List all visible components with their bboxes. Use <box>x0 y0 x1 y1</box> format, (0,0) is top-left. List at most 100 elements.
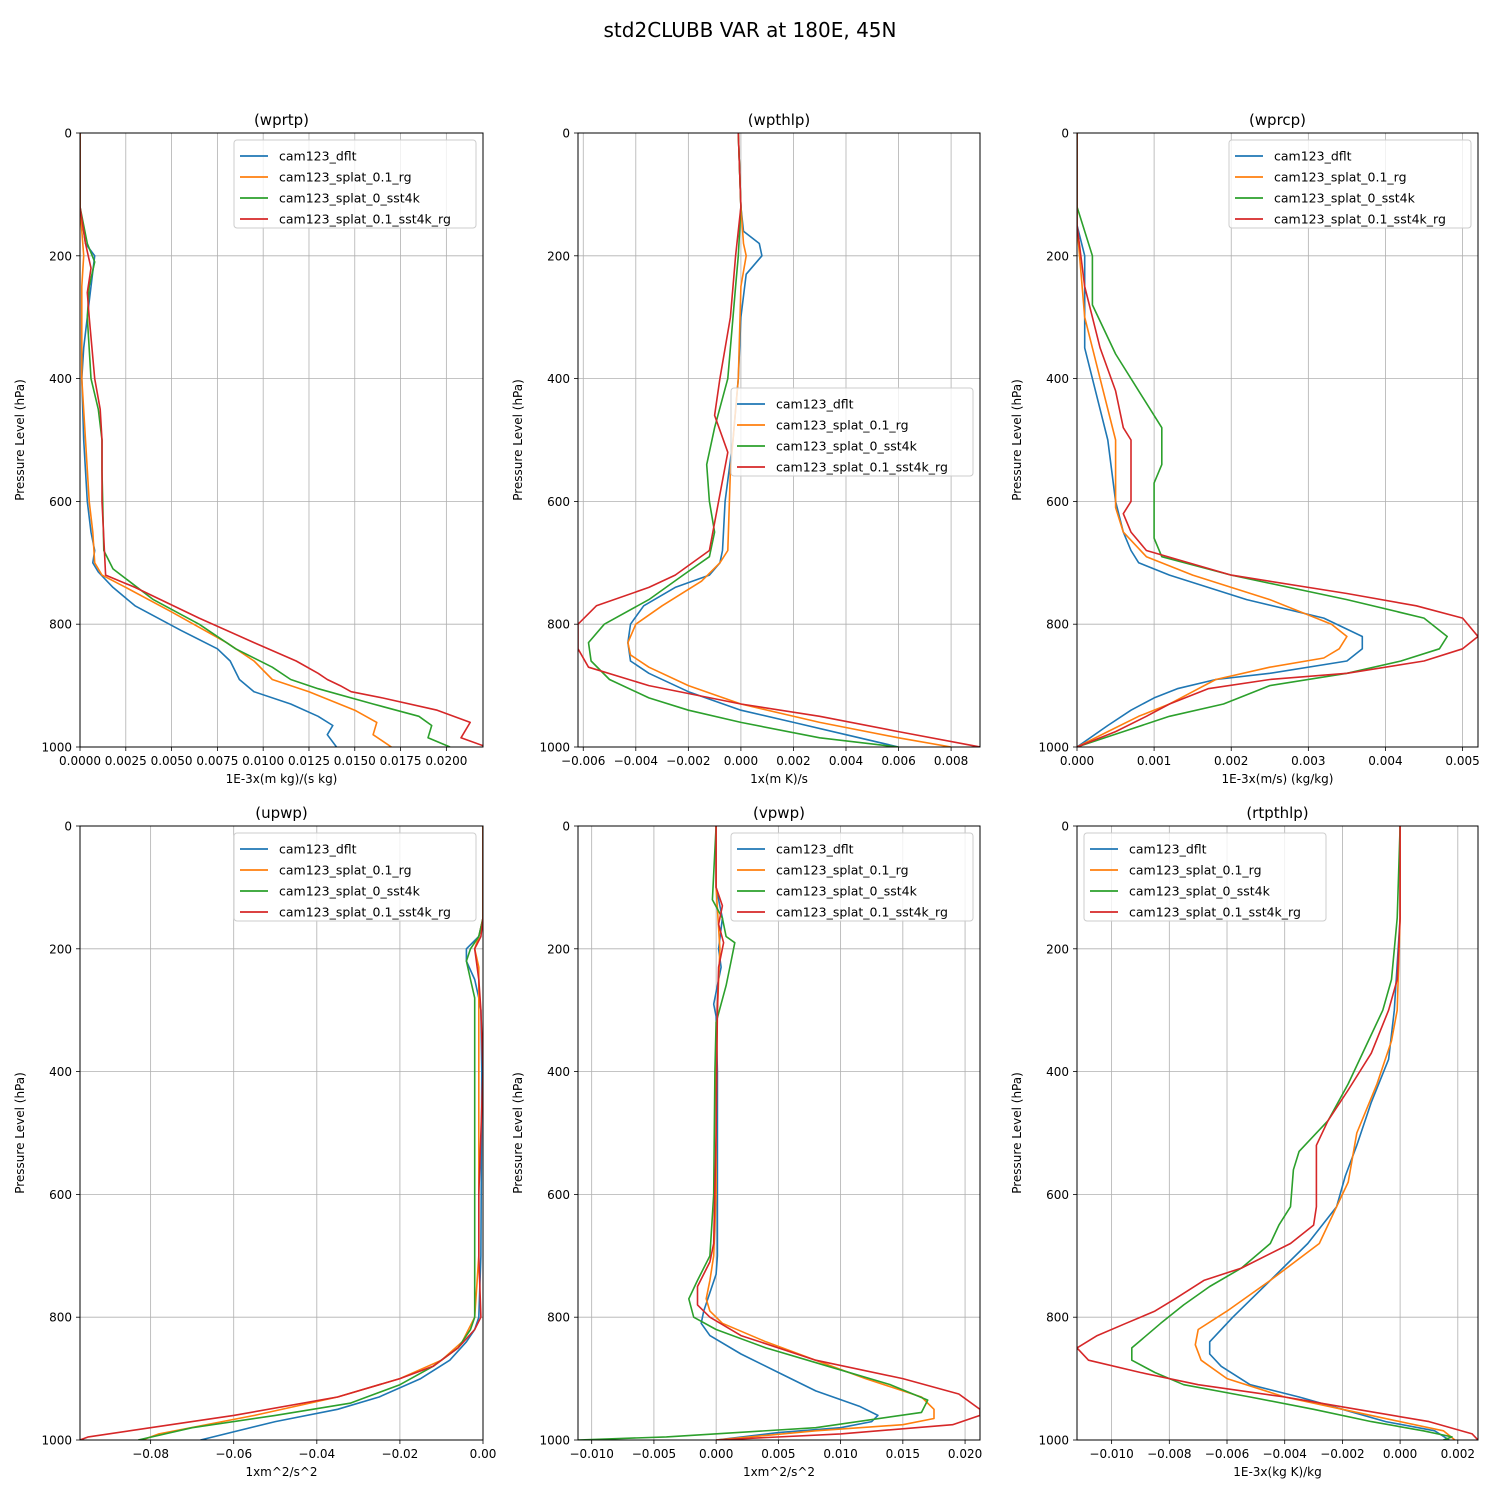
y-tick-label: 600 <box>547 495 570 509</box>
y-tick-label: 0 <box>64 820 72 834</box>
legend-box <box>233 139 477 229</box>
subplot-title: (rtpthlp) <box>1246 804 1308 822</box>
legend-label: cam123_splat_0.1_sst4k_rg <box>1129 905 1301 920</box>
x-tick-label: 0.0075 <box>196 754 238 768</box>
y-tick-label: 600 <box>547 1188 570 1202</box>
y-tick-label: 800 <box>1046 618 1069 632</box>
x-tick-label: −0.006 <box>1205 1447 1249 1461</box>
y-tick-label: 200 <box>547 249 570 263</box>
series-line-cam123_splat_0_sst4k <box>1131 826 1453 1440</box>
y-tick-label: 600 <box>1046 1188 1069 1202</box>
x-axis-label: 1x(m K)/s <box>750 772 808 786</box>
x-tick-label: 0.002 <box>1441 1447 1475 1461</box>
y-tick-label: 200 <box>49 942 72 956</box>
series-line-cam123_splat_0_sst4k <box>1077 133 1448 747</box>
subplot-1: −0.006 −0.004 −0.002 0.000 0.002 0.004 0.006 0.… <box>511 111 981 786</box>
x-tick-label: 0.003 <box>1291 754 1325 768</box>
legend: cam123_dflt cam123_splat_0.1_rg cam123_spl… <box>730 832 974 922</box>
x-tick-label: 0.010 <box>823 1447 857 1461</box>
x-tick-label: 0.0150 <box>334 754 376 768</box>
series-line-cam123_splat_0.1_rg <box>142 826 483 1440</box>
y-axis-label: Pressure Level (hPa) <box>511 1072 525 1194</box>
series-line-cam123_splat_0_sst4k <box>578 826 929 1440</box>
y-tick-label: 200 <box>1046 249 1069 263</box>
x-tick-label: −0.06 <box>215 1447 252 1461</box>
legend: cam123_dflt cam123_splat_0.1_rg cam123_spl… <box>1228 139 1472 229</box>
y-tick-label: 800 <box>49 1311 72 1325</box>
legend-label: cam123_splat_0_sst4k <box>1274 191 1416 206</box>
legend-label: cam123_splat_0.1_rg <box>1274 170 1407 185</box>
series-line-cam123_dflt <box>1077 133 1364 747</box>
x-axis-label: 1xm^2/s^2 <box>245 1465 317 1479</box>
legend-label: cam123_dflt <box>776 842 854 857</box>
y-tick-label: 200 <box>49 249 72 263</box>
x-tick-label: 0.000 <box>1383 1447 1417 1461</box>
y-tick-label: 1000 <box>539 741 570 755</box>
x-tick-label: −0.002 <box>1320 1447 1364 1461</box>
x-tick-label: 0.020 <box>948 1447 982 1461</box>
y-tick-label: 1000 <box>41 741 72 755</box>
subplot-3: −0.08 −0.06 −0.04 −0.02 0.00 0 200 400 600 800 100… <box>13 804 496 1479</box>
x-axis-label: 1xm^2/s^2 <box>743 1465 815 1479</box>
legend-label: cam123_splat_0.1_sst4k_rg <box>776 460 948 475</box>
series-line-cam123_splat_0.1_rg <box>1194 826 1456 1440</box>
x-tick-label: 0.0025 <box>105 754 147 768</box>
legend: cam123_dflt cam123_splat_0.1_rg cam123_spl… <box>1083 832 1327 922</box>
series-line-cam123_splat_0.1_sst4k_rg <box>1077 826 1478 1440</box>
subplot-title: (upwp) <box>255 804 308 822</box>
legend: cam123_dflt cam123_splat_0.1_rg cam123_spl… <box>233 832 477 922</box>
series-line-cam123_splat_0_sst4k <box>587 133 899 747</box>
y-tick-label: 0 <box>1061 820 1069 834</box>
x-tick-label: −0.005 <box>632 1447 676 1461</box>
series-line-cam123_dflt <box>200 826 483 1440</box>
y-tick-label: 0 <box>562 127 570 141</box>
figure-suptitle: std2CLUBB VAR at 180E, 45N <box>604 18 897 42</box>
legend: cam123_dflt cam123_splat_0.1_rg cam123_spl… <box>233 139 477 229</box>
y-tick-label: 800 <box>547 1311 570 1325</box>
x-tick-label: 0.000 <box>724 754 758 768</box>
axes-frame <box>577 132 981 748</box>
series-line-cam123_splat_0.1_sst4k_rg <box>80 133 483 747</box>
x-tick-label: 0.006 <box>881 754 915 768</box>
y-tick-label: 200 <box>547 942 570 956</box>
y-tick-label: 400 <box>1046 372 1069 386</box>
x-tick-label: 0.00 <box>470 1447 497 1461</box>
x-tick-label: 0.004 <box>829 754 863 768</box>
y-tick-label: 800 <box>1046 1311 1069 1325</box>
y-tick-label: 600 <box>49 1188 72 1202</box>
subplot-0: 0.0000 0.0025 0.0050 0.0075 0.0100 0.0125 0.01… <box>13 111 484 786</box>
x-tick-label: 0.0200 <box>425 754 467 768</box>
x-tick-label: −0.002 <box>666 754 710 768</box>
y-tick-label: 200 <box>1046 942 1069 956</box>
y-axis-label: Pressure Level (hPa) <box>1010 1072 1024 1194</box>
legend-label: cam123_dflt <box>279 842 357 857</box>
legend-label: cam123_splat_0.1_sst4k_rg <box>776 905 948 920</box>
x-tick-label: 0.000 <box>699 1447 733 1461</box>
y-tick-label: 400 <box>49 372 72 386</box>
y-tick-label: 800 <box>547 618 570 632</box>
legend-label: cam123_dflt <box>1274 149 1352 164</box>
series-group <box>1077 826 1478 1440</box>
legend-label: cam123_dflt <box>279 149 357 164</box>
x-tick-label: −0.04 <box>298 1447 335 1461</box>
x-tick-label: −0.004 <box>1263 1447 1307 1461</box>
legend-label: cam123_splat_0.1_rg <box>1129 863 1262 878</box>
legend-label: cam123_splat_0.1_rg <box>279 863 412 878</box>
x-tick-label: −0.010 <box>1089 1447 1133 1461</box>
legend-box <box>233 832 477 922</box>
series-group <box>80 133 483 747</box>
x-axis-label: 1E-3x(m kg)/(s kg) <box>226 772 338 786</box>
x-tick-label: 0.000 <box>1060 754 1094 768</box>
x-tick-label: −0.02 <box>382 1447 419 1461</box>
legend-label: cam123_splat_0_sst4k <box>279 884 421 899</box>
subplot-grid: 0.0000 0.0025 0.0050 0.0075 0.0100 0.0125 0.01… <box>13 111 1480 1479</box>
x-tick-label: −0.006 <box>561 754 605 768</box>
legend-label: cam123_splat_0.1_rg <box>776 863 909 878</box>
axes-frame <box>1076 825 1479 1441</box>
series-line-cam123_dflt <box>80 133 338 747</box>
series-group <box>1077 133 1478 747</box>
legend-label: cam123_splat_0.1_rg <box>279 170 412 185</box>
subplot-2: 0.000 0.001 0.002 0.003 0.004 0.005 0 200 400 600… <box>1010 111 1480 786</box>
y-tick-label: 0 <box>562 820 570 834</box>
x-tick-label: 0.0175 <box>380 754 422 768</box>
